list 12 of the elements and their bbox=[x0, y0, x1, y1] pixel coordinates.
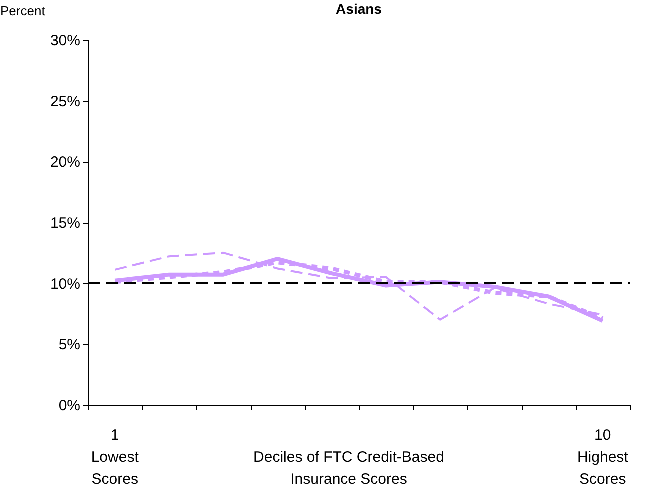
x-axis-title: Deciles of FTC Credit-Based Insurance Scores bbox=[254, 449, 444, 488]
y-tick-label: 5% bbox=[58, 336, 80, 354]
y-tick-label: 15% bbox=[50, 215, 80, 232]
y-tick-label: 20% bbox=[50, 154, 80, 172]
x-tick-label: 10 Highest Scores bbox=[577, 427, 630, 488]
y-tick-label: 10% bbox=[50, 276, 80, 293]
y-tick-label: 30% bbox=[50, 32, 80, 50]
chart-title: Asians bbox=[336, 1, 382, 17]
y-axis-title: Percent bbox=[0, 4, 46, 18]
y-tick-label: 25% bbox=[50, 93, 80, 110]
y-tick-label: 0% bbox=[58, 398, 80, 414]
x-tick-label: 1 Lowest Scores bbox=[91, 427, 140, 488]
